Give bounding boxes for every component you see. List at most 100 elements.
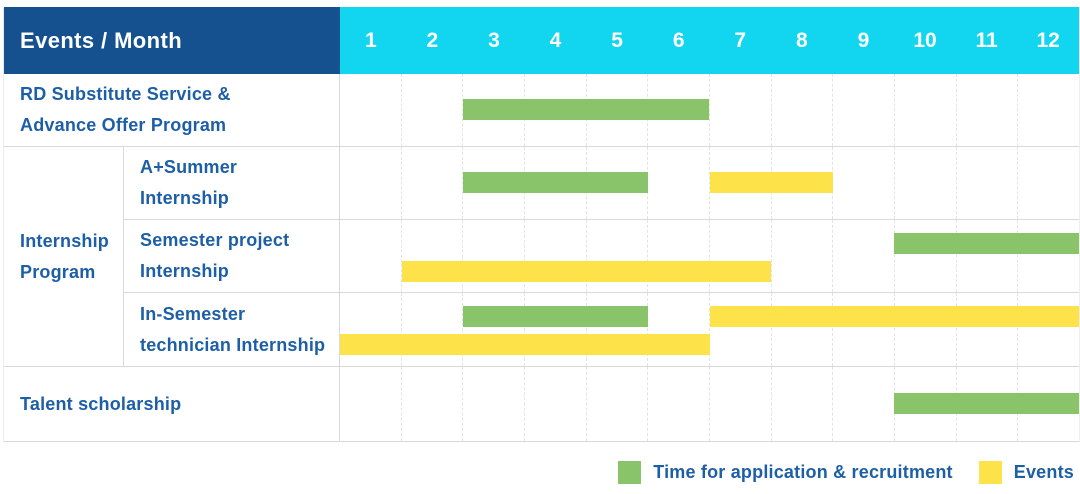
row-label-line: Advance Offer Program [20,115,227,135]
legend-item-application: Time for application & recruitment [618,461,953,484]
chart-area-semester-project [340,220,1079,292]
row-label-line: Internship [20,230,110,251]
grid-cell [340,293,401,366]
application-bar-talent-scholarship [894,393,1079,414]
month-label-4: 4 [549,28,562,52]
grid-cell [585,367,648,441]
row-label-in-semester-technician: In-Semester technician Internship [124,293,340,366]
grid-cell [832,147,894,219]
row-label-a-plus-summer: A+Summer Internship [124,147,340,219]
legend: Time for application & recruitment Events [618,461,1074,484]
event-bar-a-plus-summer [709,172,833,193]
month-label-2: 2 [426,28,439,52]
month-label-11: 11 [975,28,998,52]
row-a-plus-summer: A+Summer Internship [124,147,1079,220]
grid-cell [709,74,771,146]
row-label-line: In-Semester [140,303,246,324]
table-body: RD Substitute Service & Advance Offer Pro… [4,74,1079,442]
grid-cell [955,147,1018,219]
chart-area-in-semester-technician [340,293,1079,366]
grid-cell [1017,74,1079,146]
row-label-line: A+Summer [140,157,238,177]
application-bar-a-plus-summer [463,172,648,193]
grid-cell [1017,293,1079,366]
month-header-strip: 1 2 3 4 5 6 7 8 9 10 11 12 [340,7,1079,74]
group-label-internship-program: Internship Program [4,147,124,366]
row-label-line: Semester project [140,230,290,250]
row-in-semester-technician: In-Semester technician Internship [124,293,1079,366]
row-semester-project: Semester project Internship [124,220,1079,293]
grid-cell [647,220,709,292]
legend-swatch-application [618,461,642,484]
grid-cell [647,147,709,219]
grid-cell [709,220,771,292]
grid-cell [770,367,833,441]
grid-cell [709,293,771,366]
grid-cell [832,293,894,366]
header-title: Events / Month [4,7,340,74]
grid-cell [955,293,1018,366]
row-label-line: Internship [140,261,230,281]
grid-cell [462,220,524,292]
month-gridlines [340,293,1079,366]
application-bar-semester-project [894,233,1079,254]
grid-cell [400,367,463,441]
grid-cell [585,293,648,366]
month-gridlines [340,220,1079,292]
row-label-line: technician Internship [140,334,326,355]
grid-cell [400,147,463,219]
month-gridlines [340,74,1079,146]
chart-area-rd-substitute [340,74,1079,146]
grid-cell [647,293,709,366]
grid-cell [524,220,586,292]
grid-cell [400,293,463,366]
event-bar-semester-project [401,261,772,282]
grid-cell [709,367,771,441]
grid-cell [340,147,401,219]
row-talent-scholarship: Talent scholarship [4,367,1079,442]
grid-cell [462,293,524,366]
month-label-9: 9 [857,28,870,52]
row-label-talent-scholarship: Talent scholarship [4,367,340,441]
grid-cell [462,367,524,441]
legend-label: Events [1013,462,1074,482]
legend-item-event: Events [978,461,1074,484]
row-label-semester-project: Semester project Internship [124,220,340,292]
grid-cell [1017,220,1079,292]
row-label-line: Program [20,261,96,282]
grid-cell [955,220,1018,292]
row-label-line: RD Substitute Service & [20,84,231,104]
legend-swatch-event [978,461,1002,484]
grid-cell [832,74,894,146]
grid-cell [462,74,524,146]
grid-cell [894,220,956,292]
application-bar-rd-substitute [463,99,710,120]
legend-label: Time for application & recruitment [653,462,953,482]
grid-cell [770,220,833,292]
grid-cell [462,147,524,219]
table-header-row: Events / Month 1 2 3 4 5 6 7 8 9 10 11 12 [4,7,1079,74]
grid-cell [340,74,401,146]
group-internship-program: Internship Program A+Summer Internship Semes… [4,147,1079,367]
application-bar-in-semester-technician [463,306,648,327]
grid-cell [894,293,956,366]
month-label-6: 6 [672,28,685,52]
event-bar-in-semester-technician [340,334,710,355]
grid-cell [647,367,709,441]
grid-cell [894,147,956,219]
chart-area-talent-scholarship [340,367,1079,441]
row-label-rd-substitute: RD Substitute Service & Advance Offer Pro… [4,74,340,146]
grid-cell [400,220,463,292]
grid-cell [340,220,401,292]
grid-cell [894,74,956,146]
month-label-5: 5 [611,28,623,52]
month-label-3: 3 [488,28,500,52]
grid-cell [1017,147,1079,219]
month-label-8: 8 [795,28,808,52]
row-rd-substitute: RD Substitute Service & Advance Offer Pro… [4,74,1079,147]
grid-cell [400,74,463,146]
grid-cell [340,367,401,441]
subrows-internship-program: A+Summer Internship Semester project Intern… [124,147,1079,366]
grid-cell [832,367,894,441]
chart-area-a-plus-summer [340,147,1079,219]
